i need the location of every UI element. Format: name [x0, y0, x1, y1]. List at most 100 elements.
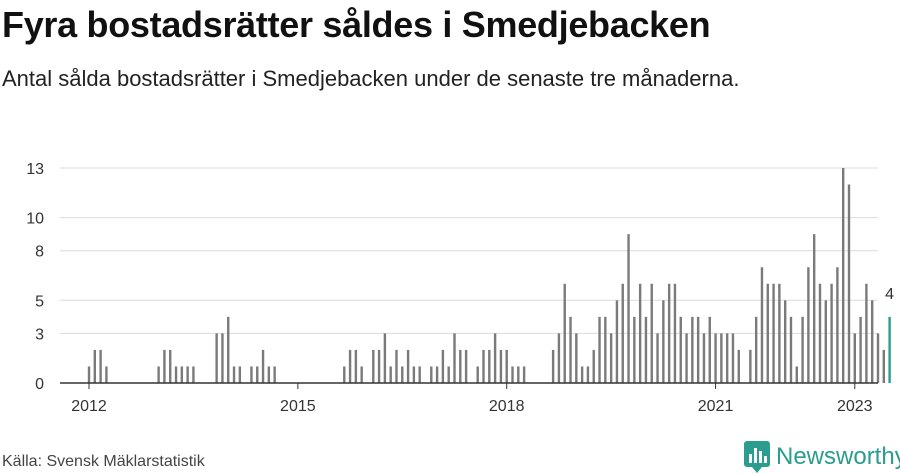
bar [638, 283, 642, 383]
bar [830, 283, 833, 383]
x-tick-label: 2015 [280, 398, 316, 415]
bar [511, 366, 514, 383]
bar [882, 349, 886, 383]
bar [673, 283, 677, 383]
bar [476, 366, 479, 383]
bar [505, 349, 508, 383]
bar [389, 366, 392, 383]
bar [395, 349, 398, 383]
bar [186, 366, 189, 383]
bar [430, 366, 433, 383]
bar [865, 283, 868, 383]
bar [644, 316, 648, 383]
bar [876, 333, 880, 383]
x-tick-label: 2018 [489, 398, 525, 415]
bar [174, 366, 178, 383]
source-note: Källa: Svensk Mäklarstatistik [2, 453, 205, 470]
x-tick-label: 2012 [71, 398, 107, 415]
y-tick-label: 3 [35, 326, 44, 343]
bar [267, 366, 271, 383]
bar [256, 366, 259, 383]
bar [789, 316, 793, 383]
highlight-value-label: 4 [885, 286, 894, 303]
bar [180, 366, 184, 383]
bar [238, 366, 242, 383]
bar [783, 300, 787, 383]
x-tick-label: 2023 [837, 398, 873, 415]
bar [372, 349, 375, 383]
bar [273, 366, 276, 383]
bar [778, 283, 781, 383]
bar [482, 349, 485, 383]
y-tick-label: 0 [35, 376, 44, 393]
bar [714, 333, 717, 383]
bar [383, 333, 387, 383]
bar [801, 316, 804, 383]
bar [93, 349, 97, 383]
bar [412, 366, 416, 383]
newsworthy-logo-icon [744, 441, 770, 473]
bar [99, 349, 102, 383]
bar [441, 349, 445, 383]
brand-name: Newsworthy [776, 443, 900, 470]
bar [453, 333, 456, 383]
bar [604, 316, 607, 383]
bar [656, 333, 659, 383]
x-tick-marks [88, 383, 856, 389]
bar [418, 366, 421, 383]
bar [377, 349, 381, 383]
bar [725, 333, 729, 383]
bar [633, 316, 636, 383]
bar [343, 366, 346, 383]
bar [691, 316, 694, 383]
bar-highlight [888, 316, 891, 383]
bar [354, 349, 358, 383]
bar [459, 349, 462, 383]
bar [87, 366, 91, 383]
bar [522, 366, 526, 383]
bar [650, 283, 653, 383]
y-tick-labels: 0 3 5 8 10 13 [26, 161, 44, 393]
bar [702, 333, 706, 383]
y-tick-label: 8 [35, 244, 44, 261]
y-tick-label: 10 [26, 211, 44, 228]
bar [667, 283, 671, 383]
bar [447, 366, 450, 383]
bar [493, 333, 497, 383]
bar [859, 316, 862, 383]
bar [435, 366, 439, 383]
brand-logo: Newsworthy [744, 441, 900, 473]
bar [360, 366, 363, 383]
bar [807, 267, 810, 383]
bar [812, 234, 816, 383]
bar [615, 300, 619, 383]
bar [824, 300, 827, 383]
bar [795, 366, 798, 383]
bar [406, 349, 410, 383]
bar [592, 349, 595, 383]
grid-lines [60, 167, 878, 334]
chart-subtitle: Antal sålda bostadsrätter i Smedjebacken… [2, 66, 740, 91]
bar [261, 349, 265, 383]
bar [737, 349, 740, 383]
bar [586, 366, 590, 383]
bar [348, 349, 352, 383]
bar [569, 316, 572, 383]
bar [157, 366, 160, 383]
y-tick-label: 13 [26, 161, 44, 178]
bar [841, 168, 845, 383]
bar [685, 333, 688, 383]
bar [760, 267, 764, 383]
bar [679, 316, 682, 383]
bar [772, 283, 775, 383]
bar [662, 300, 665, 383]
bar [749, 349, 752, 383]
bar [870, 300, 874, 383]
bar [488, 349, 491, 383]
chart-title: Fyra bostadsrätter såldes i Smedjebacken [2, 4, 711, 45]
bar [557, 333, 561, 383]
bar [192, 366, 195, 383]
bar [232, 366, 236, 383]
bar [766, 283, 769, 383]
